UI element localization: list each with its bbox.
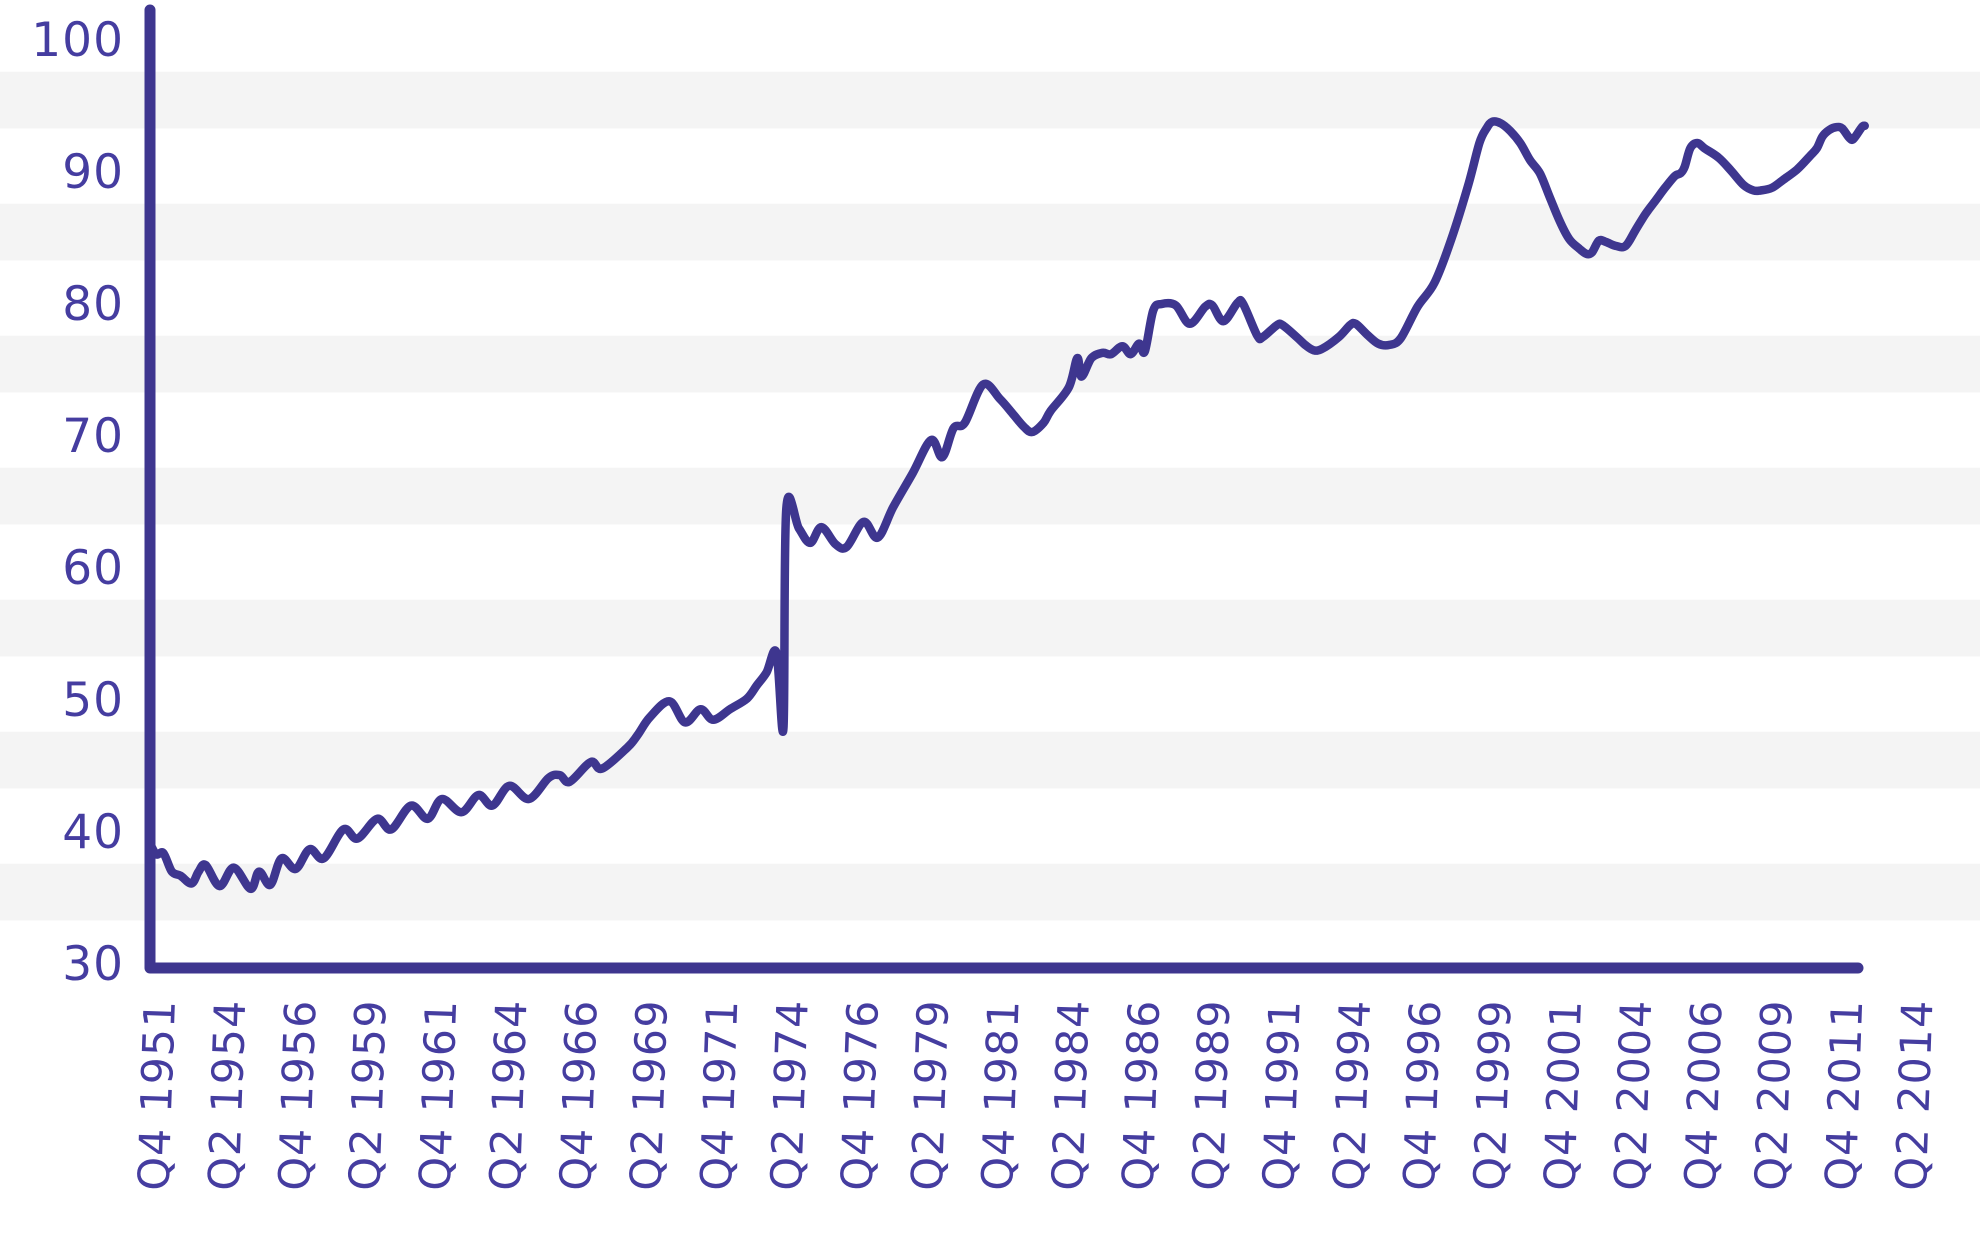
y-tick-label: 50 [62, 673, 124, 728]
x-tick-label: Q2 2004 [1606, 999, 1663, 1192]
y-tick-label: 90 [62, 145, 124, 200]
x-tick-label: Q2 1999 [1465, 999, 1522, 1192]
y-tick-label: 100 [31, 13, 124, 68]
x-tick-label: Q4 1981 [973, 999, 1030, 1192]
grid-stripe [0, 467, 1980, 525]
data-line [146, 117, 1869, 894]
y-tick-label: 30 [62, 937, 124, 992]
x-tick-label: Q2 1974 [762, 999, 819, 1192]
grid-stripe [0, 203, 1980, 261]
x-tick-label: Q2 1994 [1324, 999, 1381, 1192]
x-tick-label: Q2 1979 [903, 999, 960, 1192]
x-tick-label: Q4 1961 [411, 999, 468, 1192]
x-tick-label: Q4 1951 [129, 999, 186, 1192]
x-tick-label: Q2 2014 [1887, 999, 1944, 1192]
y-tick-label: 60 [62, 541, 124, 596]
grid-stripe [0, 863, 1980, 921]
x-tick-label: Q2 1989 [1184, 999, 1241, 1192]
x-tick-label: Q4 1991 [1254, 999, 1311, 1192]
grid-stripe [0, 71, 1980, 129]
x-tick-label: Q4 1976 [832, 999, 889, 1192]
x-tick-label: Q4 2001 [1535, 999, 1592, 1192]
x-tick-label: Q4 1986 [1114, 999, 1171, 1192]
x-tick-label: Q2 1984 [1043, 999, 1100, 1192]
x-tick-label: Q4 1971 [692, 999, 749, 1192]
x-tick-label: Q4 1966 [551, 999, 608, 1192]
x-tick-label: Q4 1956 [270, 999, 327, 1192]
x-tick-label: Q2 1954 [200, 999, 257, 1192]
x-tick-label: Q4 1996 [1395, 999, 1452, 1192]
y-tick-label: 80 [62, 277, 124, 332]
y-tick-label: 40 [62, 805, 124, 860]
x-tick-label: Q2 1959 [340, 999, 397, 1192]
x-tick-label: Q4 2011 [1817, 999, 1874, 1192]
x-tick-label: Q4 2006 [1676, 999, 1733, 1192]
grid-stripe [0, 599, 1980, 657]
axis-lines [144, 4, 1864, 974]
x-tick-label: Q2 2009 [1746, 999, 1803, 1192]
y-tick-label: 70 [62, 409, 124, 464]
grid-stripe [0, 731, 1980, 789]
x-tick-label: Q2 1964 [481, 999, 538, 1192]
x-tick-label: Q2 1969 [621, 999, 678, 1192]
